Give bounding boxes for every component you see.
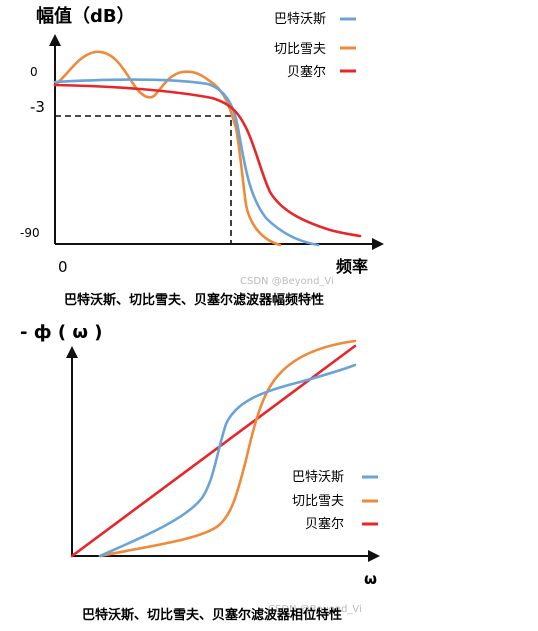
legend-label-chebyshev: 切比雪夫 xyxy=(274,42,326,57)
phase-legend-label-chebyshev: 切比雪夫 xyxy=(292,494,344,509)
tick-label-0: 0 xyxy=(30,65,38,79)
phase-y-title: - ф ( ω ) xyxy=(20,322,103,343)
bessel-magnitude-curve xyxy=(53,83,362,238)
legend-label-butterworth: 巴特沃斯 xyxy=(274,12,326,27)
chebyshev-magnitude-curve xyxy=(53,50,282,247)
phase-legend-label-butterworth: 巴特沃斯 xyxy=(292,470,344,485)
phase-watermark: CSDN @Beyond_Vi xyxy=(268,604,362,615)
magnitude-x-title: 频率 xyxy=(336,257,368,276)
magnitude-legend: 巴特沃斯 切比雪夫 贝塞尔 xyxy=(274,12,356,80)
tick-label-minus3: -3 xyxy=(30,98,45,116)
butterworth-magnitude-curve xyxy=(53,78,320,247)
butterworth-phase-curve xyxy=(98,363,357,558)
magnitude-y-title: 幅值（dB） xyxy=(36,5,135,27)
phase-legend: 巴特沃斯 切比雪夫 贝塞尔 xyxy=(292,470,378,532)
legend-label-bessel: 贝塞尔 xyxy=(287,64,326,80)
phase-legend-label-bessel: 贝塞尔 xyxy=(305,516,344,532)
phase-caption: 巴特沃斯、切比雪夫、贝塞尔滤波器相位特性 xyxy=(82,607,342,623)
magnitude-chart: 幅值（dB） 0 -3 -90 0 频率 巴特沃斯 切比雪夫 贝塞尔 CSDN … xyxy=(20,5,384,308)
tick-label-minus90: -90 xyxy=(20,226,40,240)
magnitude-caption: 巴特沃斯、切比雪夫、贝塞尔滤波器幅频特性 xyxy=(64,292,324,308)
phase-x-title: ω xyxy=(364,570,377,588)
chebyshev-phase-curve xyxy=(98,339,357,558)
x-origin-label: 0 xyxy=(58,258,68,276)
phase-chart: - ф ( ω ) ω 巴特沃斯 切比雪夫 贝塞尔 CSDN @Beyond_V… xyxy=(20,322,380,623)
watermark: CSDN @Beyond_Vi xyxy=(240,276,334,287)
cutoff-guide-lines xyxy=(55,115,232,244)
